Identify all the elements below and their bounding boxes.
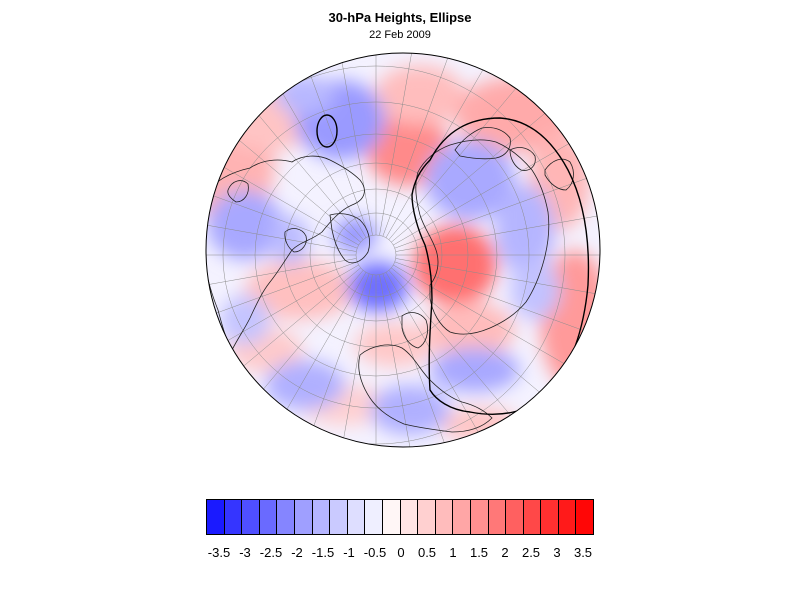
meridian-line	[206, 104, 359, 246]
meridian-line	[323, 274, 373, 447]
colorbar-labels: -3.5 -3 -2.5 -2 -1.5 -1 -0.5 0 0.5 1 1.5 2 2.5 3 3.5	[0, 545, 800, 563]
colorbar-swatch	[365, 500, 383, 534]
colorbar-swatch	[576, 500, 594, 534]
colorbar-swatch	[312, 500, 331, 534]
colorbar-tick-label: 3.5	[573, 545, 593, 560]
map-date: 22 Feb 2009	[369, 29, 431, 41]
colorbar-swatch	[418, 500, 436, 534]
colorbar-swatch	[435, 500, 454, 534]
meridian-line	[206, 258, 357, 308]
colorbar-swatch	[488, 500, 507, 534]
meridian-line	[394, 261, 600, 358]
colorbar-swatch	[347, 500, 366, 534]
colorbar-swatch	[259, 500, 278, 534]
colorbar-tick-label: -3.5	[207, 545, 231, 560]
colorbar-swatch	[330, 500, 348, 534]
colorbar-tick-label: 2.5	[521, 545, 541, 560]
colorbar-swatch	[541, 500, 559, 534]
colorbar-swatch	[523, 500, 542, 534]
colorbar-tick-label: -2	[291, 545, 303, 560]
colorbar-tick-label: -3	[239, 545, 251, 560]
meridian-line	[225, 53, 367, 238]
meridian-line	[206, 264, 359, 406]
meridian-line	[388, 270, 570, 447]
colorbar-swatch	[294, 500, 313, 534]
colorbar-tick-label: 0	[397, 545, 405, 560]
colorbar-swatch	[242, 500, 260, 534]
colorbar-tick-label: -2.5	[259, 545, 283, 560]
anomaly-field	[206, 53, 600, 447]
colorbar-tick-label: -1	[343, 545, 355, 560]
meridian-line	[394, 152, 600, 249]
map-title: 30-hPa Heights, Ellipse	[328, 10, 472, 25]
coastlines	[206, 127, 574, 433]
colorbar-swatch	[224, 500, 243, 534]
meridian-line	[206, 202, 357, 252]
meridian-line	[395, 202, 600, 252]
meridian-line	[379, 274, 429, 447]
colorbar-swatch	[470, 500, 489, 534]
colorbar-tick-label: -0.5	[363, 545, 387, 560]
colorbar-tick-label: 1.5	[469, 545, 489, 560]
colorbar-tick-label: -1.5	[311, 545, 335, 560]
ellipse-contour	[316, 114, 590, 415]
colorbar	[206, 499, 594, 535]
colorbar-tick-label: 3	[553, 545, 561, 560]
meridian-line	[382, 53, 479, 237]
meridian-line	[206, 267, 361, 447]
map-boundary	[205, 52, 601, 448]
colorbar-swatch	[207, 500, 225, 534]
colorbar-swatch	[277, 500, 295, 534]
meridian-line	[395, 258, 600, 308]
colorbar-swatch	[400, 500, 419, 534]
colorbar-swatch	[558, 500, 577, 534]
colorbar-tick-label: 2	[501, 545, 509, 560]
meridian-line	[379, 53, 429, 236]
meridian-line	[206, 152, 358, 249]
meridian-line	[382, 273, 479, 447]
meridian-line	[225, 272, 367, 447]
colorbar-swatch	[453, 500, 471, 534]
colorbar-swatch	[506, 500, 524, 534]
meridian-line	[206, 61, 361, 243]
colorbar-tick-label: 1	[449, 545, 457, 560]
colorbar-tick-label: 0.5	[417, 545, 437, 560]
meridian-line	[385, 53, 527, 238]
meridian-line	[206, 261, 358, 358]
meridian-line	[273, 273, 370, 447]
graticule	[206, 53, 600, 447]
meridian-line	[273, 53, 370, 237]
colorbar-swatch	[382, 500, 401, 534]
meridian-line	[206, 270, 364, 447]
